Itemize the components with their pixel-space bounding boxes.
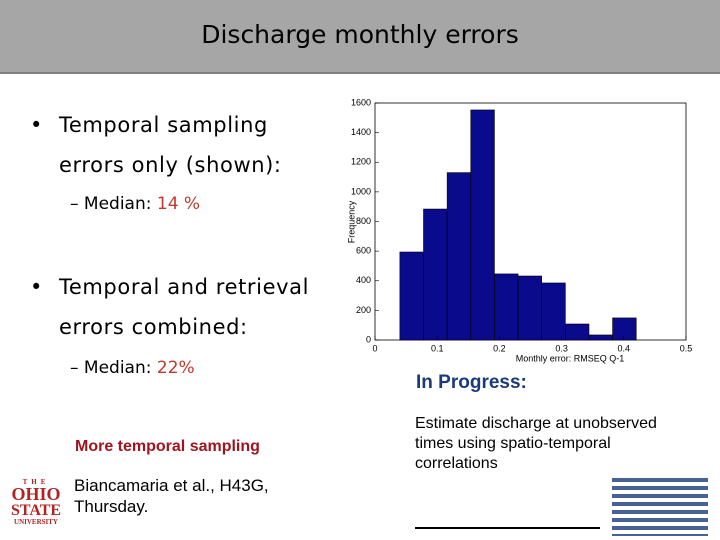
logo-text: OHIO [11, 484, 61, 504]
bar [565, 323, 590, 341]
x-tick-label: 0.1 [431, 343, 444, 353]
progress-heading: In Progress: [416, 372, 527, 393]
bullet-text: Temporal and retrieval errors combined: [59, 275, 310, 339]
y-tick-label: 0 [366, 334, 371, 344]
title: Discharge monthly errors [201, 20, 519, 49]
y-tick-label: 1600 [351, 97, 371, 107]
sub-bullet: – Median: 14 % [70, 194, 201, 214]
x-tick-label: 0.2 [493, 343, 506, 353]
label: Median: [83, 194, 152, 214]
progress-text: Estimate discharge at unobserved times u… [415, 415, 657, 472]
x-axis-label: Monthly error: RMSEQ Q-1 [516, 353, 625, 363]
bar [470, 109, 495, 341]
bar [446, 172, 472, 341]
bar [399, 251, 424, 341]
highlight-note: More temporal sampling [75, 438, 260, 455]
value: 14 % [156, 194, 201, 214]
bar [517, 275, 542, 341]
partner-logo [612, 478, 708, 536]
x-tick-label: 0.3 [555, 343, 568, 353]
label: Median: [83, 358, 152, 378]
y-axis-label: Frequency [346, 200, 356, 243]
logo-text: THE [22, 478, 50, 486]
reference: Biancamaria et al., H43G, Thursday. [74, 476, 269, 516]
bar [541, 282, 566, 341]
x-tick-label: 0 [372, 343, 377, 353]
logo-text: STATE [10, 502, 62, 519]
bar [423, 208, 448, 341]
sub-bullet: – Median: 22% [70, 358, 195, 378]
y-tick-label: 1400 [351, 127, 371, 137]
osu-logo: THE OHIO STATE UNIVERSITY [6, 478, 66, 536]
y-tick-label: 1000 [351, 186, 371, 196]
y-tick-label: 600 [356, 246, 371, 256]
value: 22% [156, 358, 195, 378]
y-tick-label: 200 [356, 305, 371, 315]
bar [494, 273, 519, 341]
bullet-text: Temporal sampling errors only (shown): [59, 113, 282, 177]
x-tick-label: 0.5 [680, 343, 693, 353]
bar [612, 317, 637, 341]
x-tick-label: 0.4 [618, 343, 631, 353]
y-tick-label: 800 [356, 216, 371, 226]
header-band [0, 0, 720, 74]
y-tick-label: 1200 [351, 157, 371, 167]
y-tick-label: 400 [356, 275, 371, 285]
bullet: • Temporal sampling errors only (shown): [30, 105, 340, 185]
logo-text: UNIVERSITY [14, 518, 58, 526]
chart: Frequency Monthly error: RMSEQ Q-1 0 200 4… [346, 97, 693, 363]
bar [588, 334, 613, 341]
bullet: • Temporal and retrieval errors combined: [30, 267, 340, 347]
rule [415, 527, 600, 529]
